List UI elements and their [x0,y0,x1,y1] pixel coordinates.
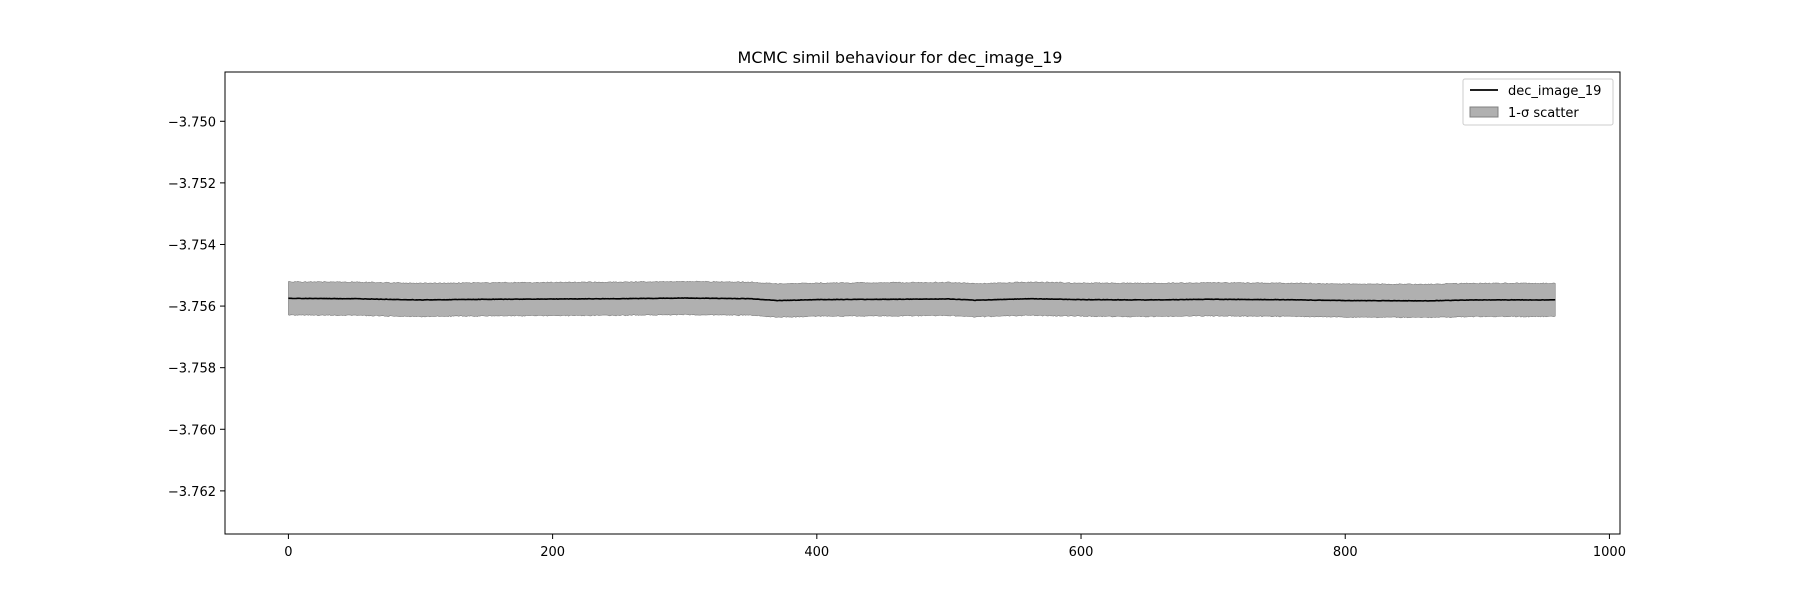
chart-title: MCMC simil behaviour for dec_image_19 [738,48,1063,68]
series-line [288,297,1556,302]
y-axis: −3.750 −3.752 −3.754 −3.756 −3.758 −3.760 −3.7… [168,115,225,500]
x-tick-label: 1000 [1593,545,1626,560]
plot-frame [224,71,1621,535]
x-tick-label: 600 [1069,545,1094,560]
series-line-layer [288,297,1556,302]
y-tick-label: −3.762 [168,485,216,500]
y-tick-label: −3.758 [168,362,216,377]
x-axis: 0 200 400 600 800 1000 [284,534,1626,560]
y-tick-label: −3.756 [168,300,216,315]
x-tick-label: 400 [804,545,829,560]
legend: dec_image_19 1-σ scatter [1462,78,1614,126]
y-tick-label: −3.760 [168,423,216,438]
x-tick-label: 0 [284,545,292,560]
legend-box [1462,78,1614,126]
y-tick-label: −3.752 [168,177,216,192]
legend-label-band: 1-σ scatter [1508,106,1579,121]
y-tick-label: −3.750 [168,115,216,130]
x-tick-label: 800 [1333,545,1358,560]
x-tick-label: 200 [540,545,565,560]
legend-label-line: dec_image_19 [1508,84,1601,99]
legend-band-swatch [1469,106,1499,118]
y-tick-label: −3.754 [168,238,216,253]
